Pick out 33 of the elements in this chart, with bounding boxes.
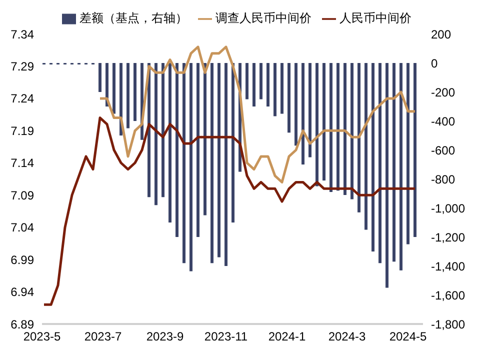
legend-label: 人民币中间价	[340, 11, 412, 25]
y-tick-label: 7.19	[10, 124, 34, 138]
y2-tick-label: -200	[431, 85, 456, 100]
y-tick-label: 7.04	[10, 220, 34, 235]
x-tick-label: 2023-7	[84, 330, 122, 344]
x-tick-label: 2024-3	[328, 330, 366, 344]
y2-tick-label: 200	[431, 27, 452, 42]
legend-label: 差额（基点，右轴）	[80, 11, 188, 25]
y-tick-label: 7.24	[10, 92, 34, 106]
y-tick-label: 6.89	[10, 317, 34, 332]
y2-tick-label: -1,600	[431, 288, 466, 302]
y2-tick-label: -1,400	[431, 259, 466, 274]
y-tick-label: 6.99	[10, 252, 34, 267]
y2-tick-label: -1,000	[431, 201, 466, 216]
line-series	[42, 116, 416, 306]
y2-tick-label: -600	[431, 143, 456, 158]
y-tick-label: 6.94	[10, 285, 34, 300]
x-tick-label: 2024-1	[268, 330, 306, 344]
y2-tick-label: -800	[431, 172, 456, 186]
line-series	[98, 46, 416, 184]
y2-tick-label: 0	[431, 56, 438, 70]
y2-tick-label: -1,200	[431, 230, 466, 244]
x-tick-label: 2023-11	[204, 330, 248, 344]
y2-tick-label: -1,800	[431, 317, 466, 332]
y-tick-label: 7.34	[10, 27, 34, 42]
y2-tick-label: -400	[431, 114, 456, 128]
x-tick-label: 2023-5	[23, 330, 62, 344]
y-tick-label: 7.09	[10, 188, 34, 202]
x-tick-label: 2024-5	[389, 330, 428, 344]
x-tick-label: 2023-9	[146, 330, 184, 344]
legend-label: 调查人民币中间价	[216, 11, 312, 25]
y-tick-label: 7.14	[10, 156, 34, 170]
y-tick-label: 7.29	[10, 59, 34, 74]
